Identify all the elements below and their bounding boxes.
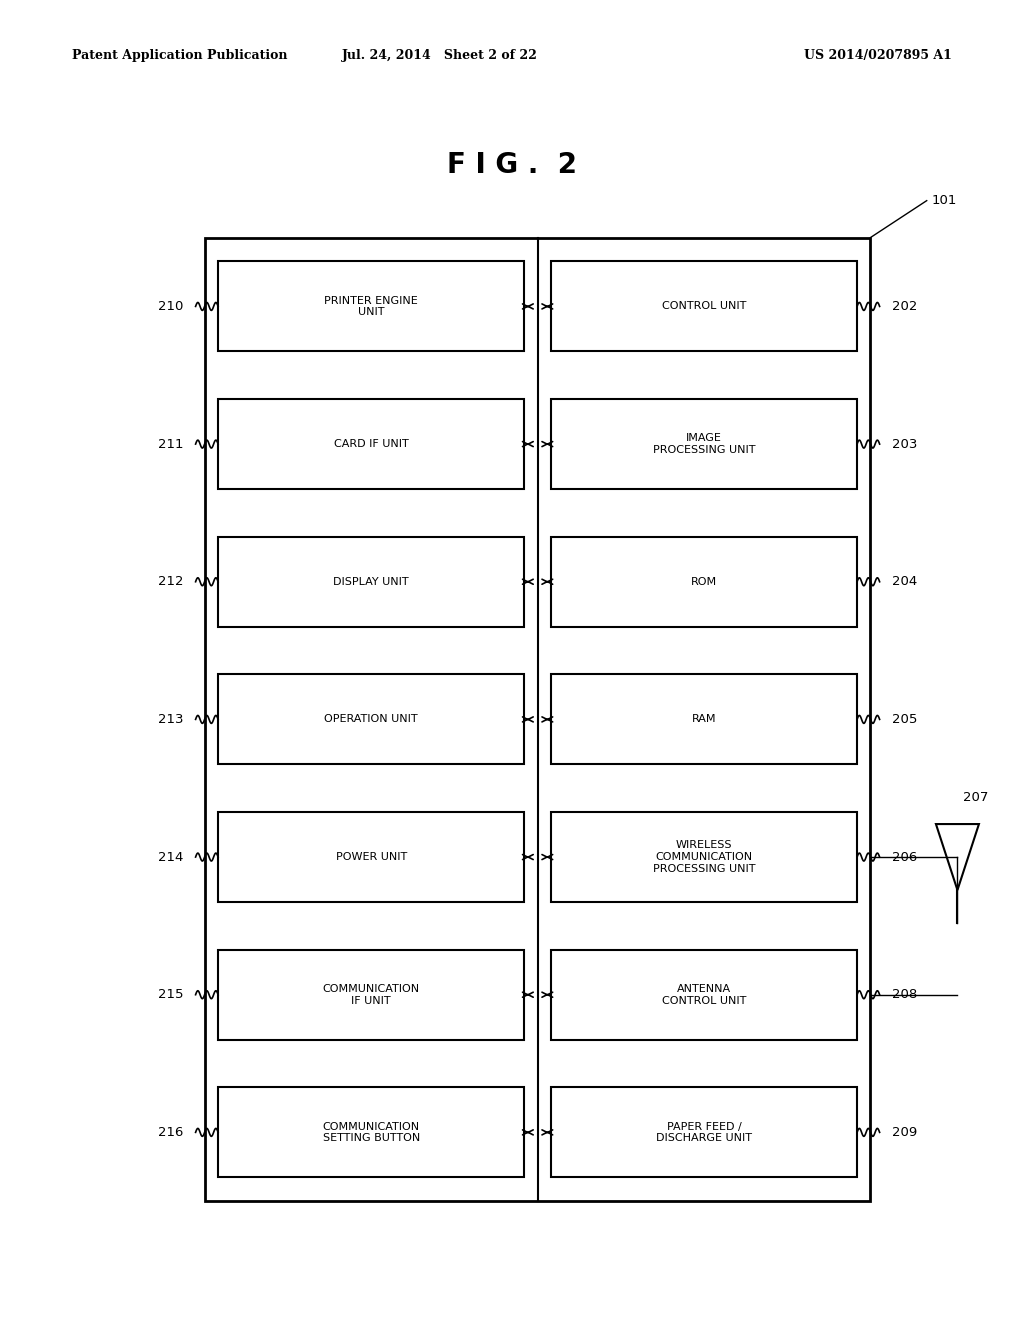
Text: 215: 215 — [158, 989, 183, 1001]
Bar — [218, 1088, 524, 1177]
Text: ROM: ROM — [691, 577, 717, 587]
Text: 208: 208 — [892, 989, 918, 1001]
Text: CARD IF UNIT: CARD IF UNIT — [334, 440, 409, 449]
Text: PAPER FEED /
DISCHARGE UNIT: PAPER FEED / DISCHARGE UNIT — [656, 1122, 752, 1143]
Text: 211: 211 — [158, 438, 183, 450]
Text: WIRELESS
COMMUNICATION
PROCESSING UNIT: WIRELESS COMMUNICATION PROCESSING UNIT — [652, 841, 756, 874]
Bar — [218, 537, 524, 627]
Bar — [218, 949, 524, 1040]
Text: CONTROL UNIT: CONTROL UNIT — [662, 301, 746, 312]
Text: COMMUNICATION
IF UNIT: COMMUNICATION IF UNIT — [323, 983, 420, 1006]
Bar — [551, 261, 857, 351]
Text: F I G .  2: F I G . 2 — [447, 150, 577, 180]
Text: Patent Application Publication: Patent Application Publication — [72, 49, 287, 62]
Text: 207: 207 — [963, 791, 988, 804]
Text: 206: 206 — [892, 850, 918, 863]
Text: 205: 205 — [892, 713, 918, 726]
Text: 202: 202 — [892, 300, 918, 313]
Bar — [218, 812, 524, 902]
Text: ANTENNA
CONTROL UNIT: ANTENNA CONTROL UNIT — [662, 983, 746, 1006]
Text: 204: 204 — [892, 576, 918, 589]
Bar — [551, 675, 857, 764]
Bar — [551, 949, 857, 1040]
Bar — [551, 537, 857, 627]
Text: 210: 210 — [158, 300, 183, 313]
Bar — [218, 399, 524, 490]
Bar — [205, 238, 870, 1201]
Text: COMMUNICATION
SETTING BUTTON: COMMUNICATION SETTING BUTTON — [323, 1122, 420, 1143]
Text: 212: 212 — [158, 576, 183, 589]
Text: 216: 216 — [158, 1126, 183, 1139]
Text: US 2014/0207895 A1: US 2014/0207895 A1 — [805, 49, 952, 62]
Text: RAM: RAM — [692, 714, 716, 725]
Text: 209: 209 — [892, 1126, 918, 1139]
Bar — [218, 675, 524, 764]
Text: POWER UNIT: POWER UNIT — [336, 851, 407, 862]
Text: IMAGE
PROCESSING UNIT: IMAGE PROCESSING UNIT — [652, 433, 756, 455]
Bar — [551, 812, 857, 902]
Text: 203: 203 — [892, 438, 918, 450]
Text: 214: 214 — [158, 850, 183, 863]
Text: OPERATION UNIT: OPERATION UNIT — [325, 714, 418, 725]
Bar — [218, 261, 524, 351]
Text: 101: 101 — [932, 194, 957, 207]
Text: PRINTER ENGINE
UNIT: PRINTER ENGINE UNIT — [325, 296, 418, 317]
Bar — [551, 399, 857, 490]
Text: DISPLAY UNIT: DISPLAY UNIT — [334, 577, 409, 587]
Text: 213: 213 — [158, 713, 183, 726]
Text: Jul. 24, 2014   Sheet 2 of 22: Jul. 24, 2014 Sheet 2 of 22 — [342, 49, 539, 62]
Bar — [551, 1088, 857, 1177]
